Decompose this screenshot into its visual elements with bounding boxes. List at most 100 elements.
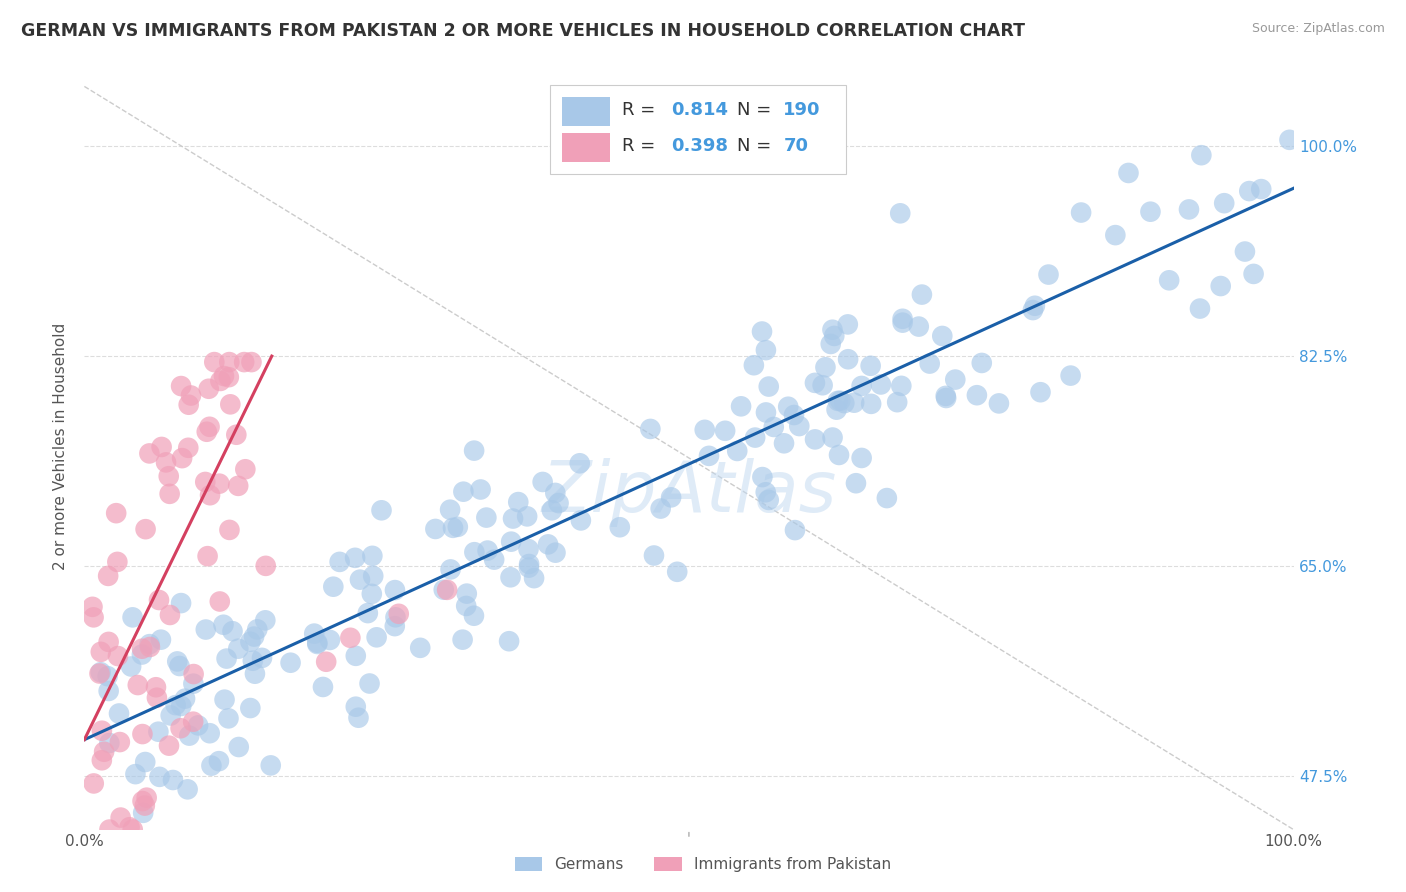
Point (1104, 228, 1126, 243)
Text: 0.814: 0.814 (671, 101, 728, 119)
Point (90, 645, 112, 659)
Point (202, 355, 225, 369)
Point (1178, 202, 1201, 217)
Point (1233, 244, 1256, 259)
Point (218, 370, 240, 384)
Point (870, 377, 893, 392)
Point (366, 630, 388, 644)
Point (659, 491, 682, 505)
Point (1038, 268, 1060, 282)
Point (517, 557, 540, 571)
Point (609, 520, 631, 534)
Point (148, 724, 170, 739)
Point (194, 623, 217, 637)
Point (118, 820, 141, 834)
Point (361, 569, 384, 583)
Point (1070, 205, 1092, 219)
Point (180, 388, 202, 402)
Point (97, 569, 120, 583)
Point (1139, 204, 1161, 219)
Text: GERMAN VS IMMIGRANTS FROM PAKISTAN 2 OR MORE VEHICLES IN HOUSEHOLD CORRELATION C: GERMAN VS IMMIGRANTS FROM PAKISTAN 2 OR … (21, 22, 1025, 40)
Point (825, 402, 848, 417)
Point (132, 805, 155, 820)
Point (823, 329, 845, 343)
Point (98, 822, 121, 837)
Point (758, 492, 780, 507)
Point (388, 607, 411, 621)
Point (83, 776, 105, 790)
Point (187, 718, 209, 732)
Point (150, 440, 173, 454)
Point (121, 822, 143, 837)
FancyBboxPatch shape (562, 97, 610, 126)
Point (174, 691, 197, 706)
Point (170, 596, 193, 610)
Point (339, 631, 361, 645)
Point (447, 520, 470, 534)
Point (470, 483, 492, 497)
Y-axis label: 2 or more Vehicles in Household: 2 or more Vehicles in Household (53, 322, 69, 570)
Point (135, 790, 157, 805)
Point (165, 698, 187, 712)
Point (804, 433, 827, 447)
Text: N =: N = (737, 136, 778, 155)
Point (755, 405, 778, 419)
Point (482, 552, 505, 566)
Point (1189, 148, 1212, 162)
Point (569, 513, 592, 527)
Point (212, 369, 235, 384)
Point (145, 680, 167, 694)
Point (215, 651, 238, 665)
Point (97, 834, 120, 848)
Point (209, 374, 232, 388)
Point (226, 641, 249, 656)
Point (725, 444, 748, 458)
Point (804, 376, 827, 390)
Point (138, 637, 160, 651)
Point (787, 419, 810, 434)
Point (214, 692, 236, 706)
Point (322, 580, 344, 594)
Point (181, 714, 204, 729)
Point (359, 676, 381, 690)
Point (157, 739, 180, 753)
Point (755, 343, 778, 357)
Point (1209, 279, 1232, 293)
Point (240, 355, 263, 369)
Point (814, 360, 837, 375)
Point (502, 511, 524, 525)
Point (827, 393, 849, 408)
Point (105, 555, 128, 569)
Point (121, 610, 143, 624)
Point (762, 420, 785, 434)
Point (131, 641, 153, 656)
Point (148, 593, 170, 607)
Point (226, 479, 249, 493)
Point (568, 456, 591, 470)
Point (93, 745, 115, 759)
Point (742, 358, 765, 372)
Point (107, 648, 129, 663)
Point (1213, 196, 1236, 211)
Point (218, 523, 240, 537)
Point (1239, 184, 1261, 198)
Point (821, 323, 844, 337)
Point (1159, 273, 1181, 287)
Point (90, 753, 112, 767)
Point (197, 382, 219, 396)
Point (547, 496, 569, 510)
Point (544, 546, 567, 560)
Text: 70: 70 (783, 136, 808, 155)
Point (886, 395, 908, 409)
Point (935, 389, 957, 403)
Point (1059, 368, 1081, 383)
Point (250, 651, 273, 665)
Point (851, 379, 873, 393)
Point (890, 379, 912, 393)
Point (830, 393, 852, 408)
Point (517, 560, 540, 574)
Point (219, 397, 242, 411)
Text: 190: 190 (783, 101, 821, 119)
Point (131, 794, 153, 808)
Point (499, 570, 522, 584)
